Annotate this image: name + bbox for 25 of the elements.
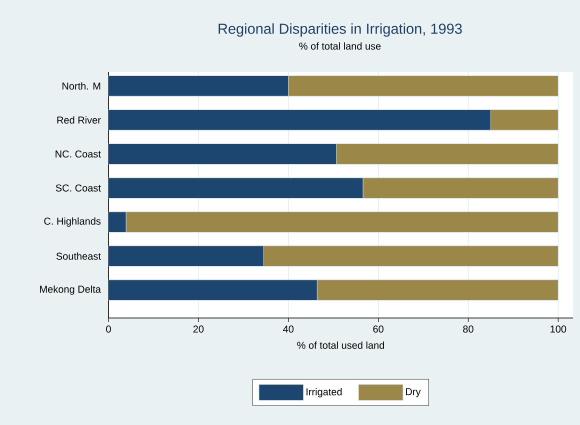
bar: [108, 178, 364, 198]
x-tick-label: 20: [193, 326, 204, 333]
x-tick-label: 40: [283, 326, 294, 333]
chart-title: Regional Disparities in Irrigation, 1993: [218, 23, 462, 37]
y-tick-label: Mekong Delta: [40, 285, 101, 295]
x-tick-label: 100: [550, 326, 566, 333]
y-tick-label: North. M: [62, 82, 100, 90]
bar: [108, 76, 289, 96]
bar: [108, 246, 264, 267]
y-tick-label: Southeast: [56, 252, 101, 260]
bar: [108, 212, 126, 233]
legend-label: Dry: [406, 388, 421, 398]
bar: [108, 280, 318, 301]
x-tick-label: 60: [373, 326, 384, 333]
y-tick-label: C. Highlands: [44, 217, 101, 227]
bar: [108, 110, 491, 130]
bar: [108, 144, 337, 164]
y-tick-label: Red River: [57, 116, 101, 124]
x-tick-label: 0: [106, 326, 111, 333]
x-axis-title: % of total used land: [297, 341, 384, 349]
chart-subtitle: % of total land use: [299, 42, 381, 50]
y-tick-label: SC. Coast: [56, 184, 101, 192]
x-tick-label: 80: [463, 326, 474, 333]
y-tick-label: NC. Coast: [56, 150, 101, 158]
legend-label: Irrigated: [306, 388, 342, 398]
